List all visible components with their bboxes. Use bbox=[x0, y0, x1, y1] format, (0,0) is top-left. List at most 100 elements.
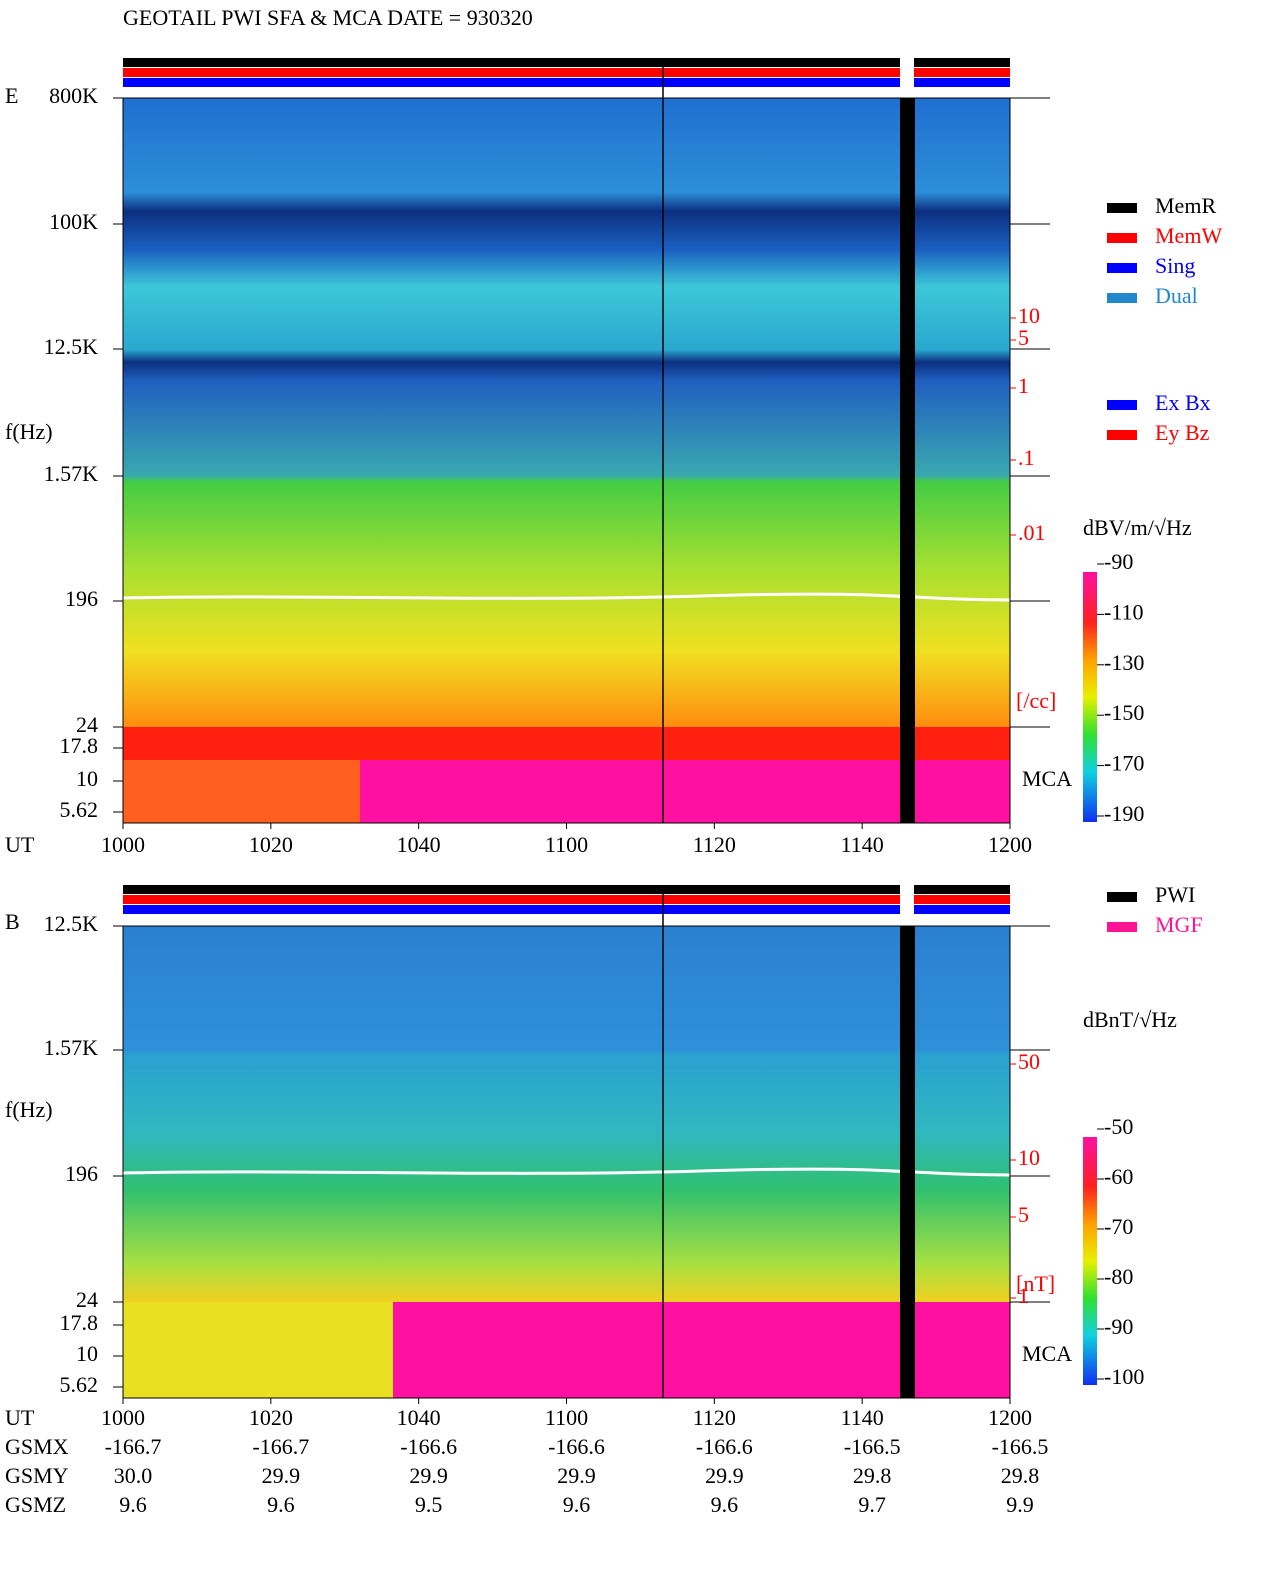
colorbar-tick-label: -80 bbox=[1104, 1264, 1133, 1289]
orbit-value: 29.8 bbox=[1001, 1463, 1040, 1488]
time-tick-label: 1040 bbox=[397, 1405, 441, 1430]
spectrogram bbox=[123, 98, 1010, 727]
legend-label: Ey Bz bbox=[1155, 420, 1210, 445]
mca-label: MCA bbox=[1022, 1341, 1072, 1366]
legend-label: MemW bbox=[1155, 223, 1222, 248]
right-tick-label: 1 bbox=[1018, 1283, 1029, 1308]
time-tick-label: 1020 bbox=[249, 1405, 293, 1430]
y-axis-label: f(Hz) bbox=[5, 1097, 53, 1122]
mode-bar bbox=[123, 68, 1010, 77]
mode-bar bbox=[123, 895, 1010, 904]
orbit-value: 9.6 bbox=[119, 1492, 147, 1517]
time-label: UT bbox=[5, 1405, 35, 1430]
freq-tick-label: 800K bbox=[49, 83, 98, 108]
right-tick-label: 50 bbox=[1018, 1049, 1040, 1074]
colorbar-tick-label: -150 bbox=[1104, 700, 1144, 725]
orbit-value: 9.6 bbox=[563, 1492, 591, 1517]
colorbar-tick-label: -110 bbox=[1104, 599, 1144, 624]
time-tick-label: 1120 bbox=[693, 832, 736, 857]
freq-tick-label: 100K bbox=[49, 209, 98, 234]
orbit-value: 9.7 bbox=[858, 1492, 886, 1517]
right-unit: [nT] bbox=[1016, 1271, 1055, 1296]
legend-swatch bbox=[1107, 400, 1137, 410]
freq-tick-label: 12.5K bbox=[44, 911, 99, 936]
orbit-value: -166.6 bbox=[400, 1434, 457, 1459]
colorbar-tick-label: -100 bbox=[1104, 1364, 1144, 1389]
legend-label: MGF bbox=[1155, 912, 1203, 937]
mca-low bbox=[123, 1302, 393, 1398]
time-tick-label: 1000 bbox=[101, 832, 145, 857]
orbit-label: GSMZ bbox=[5, 1492, 66, 1517]
right-tick-label: .01 bbox=[1018, 520, 1046, 545]
legend-swatch bbox=[1107, 922, 1137, 932]
time-tick-label: 1200 bbox=[988, 832, 1032, 857]
colorbar-tick-label: -70 bbox=[1104, 1214, 1133, 1239]
freq-tick-label: 1.57K bbox=[44, 1035, 99, 1060]
orbit-label: GSMY bbox=[5, 1463, 69, 1488]
time-tick-label: 1200 bbox=[988, 1405, 1032, 1430]
orbit-value: 29.9 bbox=[409, 1463, 448, 1488]
legend-label: MemR bbox=[1155, 193, 1216, 218]
spectrogram bbox=[123, 926, 1010, 1302]
orbit-value: -166.5 bbox=[844, 1434, 901, 1459]
colorbar-unit: dBnT/√Hz bbox=[1083, 1007, 1177, 1032]
right-tick-label: 5 bbox=[1018, 1202, 1029, 1227]
orbit-value: 29.9 bbox=[705, 1463, 744, 1488]
freq-tick-label: 24 bbox=[76, 1287, 98, 1312]
data-gap bbox=[900, 926, 915, 1398]
legend-swatch bbox=[1107, 293, 1137, 303]
time-tick-label: 1040 bbox=[397, 832, 441, 857]
orbit-value: -166.6 bbox=[548, 1434, 605, 1459]
colorbar-tick-label: -190 bbox=[1104, 801, 1144, 826]
freq-tick-label: 12.5K bbox=[44, 334, 99, 359]
colorbar bbox=[1083, 1137, 1097, 1385]
orbit-value: -166.6 bbox=[696, 1434, 753, 1459]
right-tick-label: 5 bbox=[1018, 325, 1029, 350]
panel-label: B bbox=[5, 909, 20, 934]
orbit-value: -166.7 bbox=[105, 1434, 162, 1459]
time-tick-label: 1140 bbox=[841, 1405, 884, 1430]
colorbar bbox=[1083, 572, 1097, 822]
time-label: UT bbox=[5, 832, 35, 857]
orbit-value: -166.7 bbox=[252, 1434, 309, 1459]
time-tick-label: 1100 bbox=[545, 1405, 588, 1430]
mode-bar bbox=[123, 905, 1010, 914]
orbit-value: 29.8 bbox=[853, 1463, 892, 1488]
orbit-value: 30.0 bbox=[114, 1463, 153, 1488]
legend-label: Ex Bx bbox=[1155, 390, 1211, 415]
orbit-value: 9.6 bbox=[711, 1492, 739, 1517]
legend-swatch bbox=[1107, 430, 1137, 440]
freq-tick-label: 24 bbox=[76, 712, 98, 737]
mca-band bbox=[123, 727, 1010, 760]
gap bbox=[900, 58, 914, 87]
right-tick-label: 10 bbox=[1018, 1145, 1040, 1170]
mode-bar bbox=[123, 78, 1010, 87]
gap bbox=[900, 885, 914, 914]
plasma-line bbox=[122, 592, 1011, 602]
freq-tick-label: 10 bbox=[76, 1341, 98, 1366]
panel-label: E bbox=[5, 83, 18, 108]
colorbar-tick-label: -170 bbox=[1104, 751, 1144, 776]
time-tick-label: 1120 bbox=[693, 1405, 736, 1430]
legend-swatch bbox=[1107, 263, 1137, 273]
time-tick-label: 1020 bbox=[249, 832, 293, 857]
freq-tick-label: 17.8 bbox=[60, 733, 99, 758]
mca-low bbox=[123, 760, 360, 823]
freq-tick-label: 5.62 bbox=[60, 1372, 99, 1397]
colorbar-tick-label: -50 bbox=[1104, 1114, 1133, 1139]
colorbar-tick-label: -90 bbox=[1104, 549, 1133, 574]
freq-tick-label: 196 bbox=[65, 1161, 98, 1186]
legend-swatch bbox=[1107, 203, 1137, 213]
right-tick-label: 10 bbox=[1018, 303, 1040, 328]
orbit-value: 9.5 bbox=[415, 1492, 443, 1517]
colorbar-tick-label: -60 bbox=[1104, 1164, 1133, 1189]
plasma-line bbox=[122, 1167, 1011, 1177]
time-tick-label: 1100 bbox=[545, 832, 588, 857]
title: GEOTAIL PWI SFA & MCA DATE = 930320 bbox=[123, 5, 533, 30]
right-tick-label: 1 bbox=[1018, 373, 1029, 398]
legend-swatch bbox=[1107, 233, 1137, 243]
orbit-value: 29.9 bbox=[262, 1463, 301, 1488]
data-gap bbox=[900, 98, 915, 823]
freq-tick-label: 5.62 bbox=[60, 797, 99, 822]
